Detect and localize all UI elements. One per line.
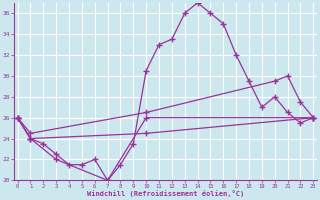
X-axis label: Windchill (Refroidissement éolien,°C): Windchill (Refroidissement éolien,°C) (87, 190, 244, 197)
